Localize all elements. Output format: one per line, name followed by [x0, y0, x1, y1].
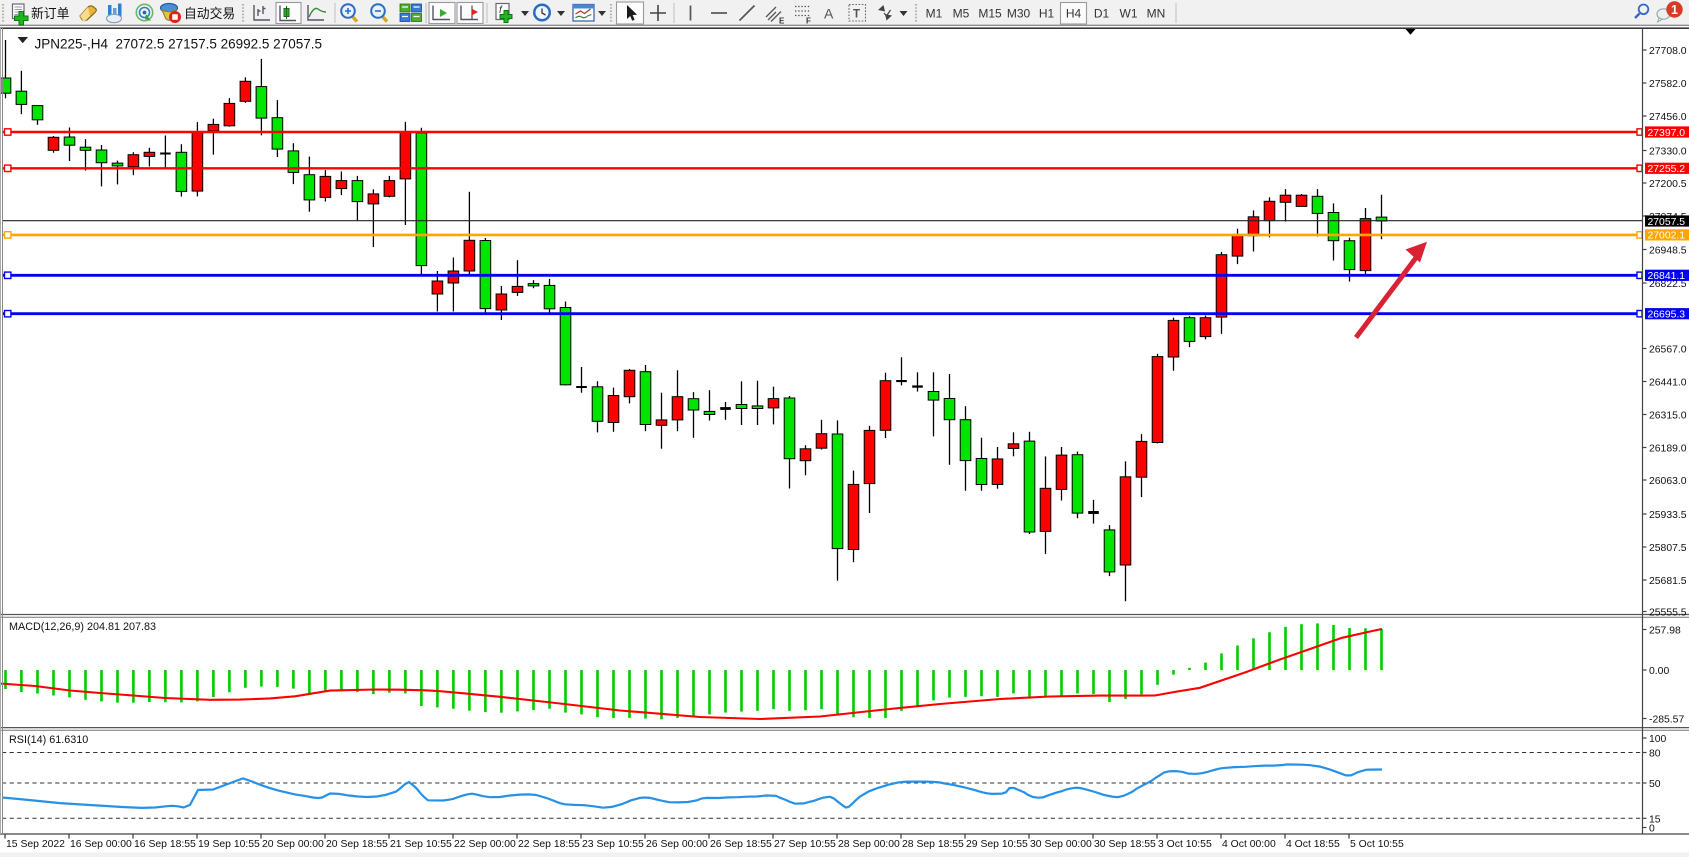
svg-text:1: 1	[1671, 3, 1678, 17]
svg-text:26189.0: 26189.0	[1649, 444, 1687, 455]
svg-text:16 Sep 18:55: 16 Sep 18:55	[134, 839, 196, 850]
svg-text:H4: H4	[1066, 7, 1082, 21]
svg-text:5 Oct 10:55: 5 Oct 10:55	[1350, 839, 1404, 850]
svg-text:JPN225-,H4 27072.5 27157.5 26: JPN225-,H4 27072.5 27157.5 26992.5 27057…	[35, 37, 322, 52]
svg-text:27002.1: 27002.1	[1648, 231, 1686, 242]
svg-text:21 Sep 10:55: 21 Sep 10:55	[390, 839, 452, 850]
svg-text:22 Sep 18:55: 22 Sep 18:55	[518, 839, 580, 850]
svg-text:RSI(14) 61.6310: RSI(14) 61.6310	[9, 734, 88, 746]
svg-text:22 Sep 00:00: 22 Sep 00:00	[454, 839, 516, 850]
svg-text:15 Sep 2022: 15 Sep 2022	[6, 839, 65, 850]
svg-text:26841.1: 26841.1	[1648, 271, 1686, 282]
svg-text:27397.0: 27397.0	[1648, 128, 1686, 139]
svg-text:20 Sep 00:00: 20 Sep 00:00	[262, 839, 324, 850]
svg-text:27200.5: 27200.5	[1649, 179, 1687, 190]
svg-text:27708.0: 27708.0	[1649, 46, 1687, 57]
svg-text:新订单: 新订单	[31, 6, 70, 21]
svg-text:25555.5: 25555.5	[1649, 608, 1687, 619]
svg-text:M1: M1	[926, 7, 943, 21]
svg-text:A: A	[824, 6, 834, 22]
svg-text:30 Sep 00:00: 30 Sep 00:00	[1030, 839, 1092, 850]
svg-text:26 Sep 18:55: 26 Sep 18:55	[710, 839, 772, 850]
svg-text:28 Sep 00:00: 28 Sep 00:00	[838, 839, 900, 850]
svg-text:29 Sep 10:55: 29 Sep 10:55	[966, 839, 1028, 850]
svg-text:100: 100	[1649, 734, 1667, 745]
svg-text:27255.2: 27255.2	[1648, 164, 1686, 175]
svg-text:27582.0: 27582.0	[1649, 79, 1687, 90]
svg-text:f: f	[499, 5, 503, 16]
svg-text:26695.3: 26695.3	[1648, 310, 1686, 321]
svg-text:3 Oct 10:55: 3 Oct 10:55	[1158, 839, 1212, 850]
svg-text:257.98: 257.98	[1649, 626, 1681, 637]
svg-text:-285.57: -285.57	[1649, 715, 1684, 726]
svg-text:E: E	[779, 17, 785, 26]
svg-text:0.00: 0.00	[1649, 666, 1669, 677]
svg-text:27 Sep 10:55: 27 Sep 10:55	[774, 839, 836, 850]
svg-text:27330.0: 27330.0	[1649, 147, 1687, 158]
svg-text:T: T	[853, 9, 860, 21]
svg-text:26 Sep 00:00: 26 Sep 00:00	[646, 839, 708, 850]
svg-text:23 Sep 10:55: 23 Sep 10:55	[582, 839, 644, 850]
svg-text:16 Sep 00:00: 16 Sep 00:00	[70, 839, 132, 850]
svg-text:26063.0: 26063.0	[1649, 476, 1687, 487]
svg-text:D1: D1	[1094, 7, 1110, 21]
svg-text:MN: MN	[1147, 7, 1166, 21]
svg-text:27456.0: 27456.0	[1649, 112, 1687, 123]
svg-text:80: 80	[1649, 749, 1661, 760]
svg-text:27057.5: 27057.5	[1648, 217, 1686, 228]
svg-text:28 Sep 18:55: 28 Sep 18:55	[902, 839, 964, 850]
svg-text:26822.5: 26822.5	[1649, 279, 1687, 290]
svg-text:25807.5: 25807.5	[1649, 543, 1687, 554]
svg-text:M5: M5	[953, 7, 970, 21]
svg-text:4 Oct 00:00: 4 Oct 00:00	[1222, 839, 1276, 850]
svg-text:25681.5: 25681.5	[1649, 576, 1687, 587]
svg-text:4 Oct 18:55: 4 Oct 18:55	[1286, 839, 1340, 850]
svg-text:自动交易: 自动交易	[184, 6, 235, 21]
svg-text:0: 0	[1649, 824, 1655, 835]
svg-text:26948.5: 26948.5	[1649, 246, 1687, 257]
svg-text:26315.0: 26315.0	[1649, 411, 1687, 422]
svg-text:25933.5: 25933.5	[1649, 510, 1687, 521]
svg-text:15: 15	[1649, 814, 1661, 825]
svg-text:MACD(12,26,9) 204.81 207.83: MACD(12,26,9) 204.81 207.83	[9, 621, 156, 633]
svg-text:W1: W1	[1120, 7, 1138, 21]
svg-text:30 Sep 18:55: 30 Sep 18:55	[1094, 839, 1156, 850]
svg-text:H1: H1	[1039, 7, 1055, 21]
svg-text:M30: M30	[1007, 7, 1031, 21]
svg-text:26441.0: 26441.0	[1649, 378, 1687, 389]
svg-text:20 Sep 18:55: 20 Sep 18:55	[326, 839, 388, 850]
svg-text:F: F	[806, 17, 811, 26]
svg-text:19 Sep 10:55: 19 Sep 10:55	[198, 839, 260, 850]
svg-text:50: 50	[1649, 779, 1661, 790]
svg-text:M15: M15	[978, 7, 1002, 21]
svg-text:26567.0: 26567.0	[1649, 345, 1687, 356]
